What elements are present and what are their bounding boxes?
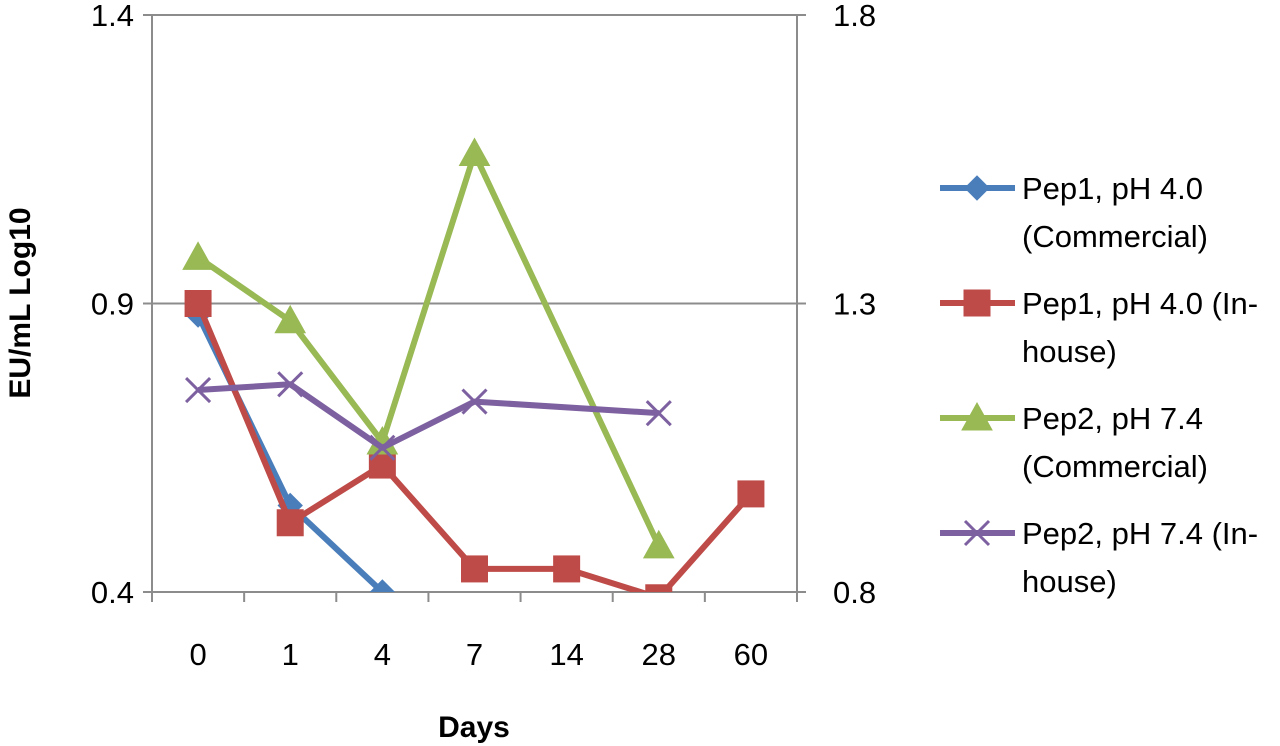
data-point (276, 509, 304, 537)
data-point (642, 529, 675, 559)
data-point (553, 555, 581, 583)
y-tick-label: 1.4 (91, 0, 134, 33)
series-group (182, 137, 765, 592)
data-point (369, 434, 396, 461)
y2-tick-label: 1.3 (833, 287, 876, 322)
legend-entry-3: Pep2, pH 7.4 (Commercial) (940, 401, 1208, 484)
data-point (645, 584, 673, 592)
series-4 (185, 371, 672, 461)
gridlines (152, 14, 797, 593)
x-tick-label: 28 (642, 637, 676, 672)
series-2 (184, 290, 765, 592)
x-marker-stroke (277, 371, 304, 398)
series-line (195, 313, 385, 592)
data-point (369, 579, 396, 592)
x-marker-stroke (185, 376, 212, 404)
axes (143, 14, 806, 602)
x-marker-stroke (963, 519, 991, 547)
x-axis-title: Days (438, 711, 510, 744)
legend-entry-1: Pep1, pH 4.0 (Commercial) (940, 171, 1208, 254)
data-point (737, 480, 765, 508)
legend-swatch-marker (963, 519, 991, 547)
legend-entry-4: Pep2, pH 7.4 (In-house) (940, 516, 1258, 599)
legend-label: Pep2, pH 7.4 (In- (1022, 516, 1258, 551)
x-tick-label: 60 (734, 637, 768, 672)
legend-label: Pep1, pH 4.0 (In- (1022, 286, 1258, 321)
y-axis-title: EU/mL Log10 (4, 207, 37, 398)
legend-label: (Commercial) (1022, 449, 1208, 484)
tick-labels: 0.40.91.40.81.31.80 1 4 7 14 28 60 (91, 0, 876, 672)
y-tick-label: 0.9 (91, 287, 134, 322)
x-tick-label: 14 (549, 637, 583, 672)
x-tick-label: 1 (282, 637, 299, 672)
y2-tick-label: 0.8 (833, 575, 876, 610)
legend-label: house) (1022, 564, 1117, 599)
x-tick-label: 0 (189, 637, 206, 672)
y-tick-label: 0.4 (91, 575, 134, 610)
legend-label: house) (1022, 334, 1117, 369)
series-line (196, 150, 662, 548)
x-marker-stroke (369, 434, 396, 461)
legend-label: (Commercial) (1022, 219, 1208, 254)
legend-label: Pep1, pH 4.0 (1022, 171, 1203, 206)
data-point (458, 137, 491, 166)
legend-swatch-marker (961, 401, 993, 431)
legend: Pep1, pH 4.0 (Commercial) Pep1, pH 4.0 (In… (940, 171, 1258, 599)
legend-swatch-marker (963, 289, 991, 317)
data-point (185, 376, 212, 404)
data-point (277, 371, 304, 398)
data-point (182, 241, 214, 270)
data-point (645, 400, 672, 427)
data-point (274, 304, 307, 334)
x-tick-label: 4 (374, 637, 391, 672)
legend-entry-2: Pep1, pH 4.0 (In-house) (940, 286, 1258, 369)
x-tick-label: 7 (466, 637, 483, 672)
data-point (184, 290, 212, 317)
legend-label: Pep2, pH 7.4 (1022, 401, 1203, 436)
x-marker-stroke (645, 400, 672, 427)
x-marker-stroke (461, 388, 488, 415)
data-point (461, 555, 488, 583)
series-3 (182, 137, 675, 559)
data-point (461, 388, 488, 415)
legend-swatch-marker (964, 175, 990, 201)
y2-tick-label: 1.8 (833, 0, 876, 33)
